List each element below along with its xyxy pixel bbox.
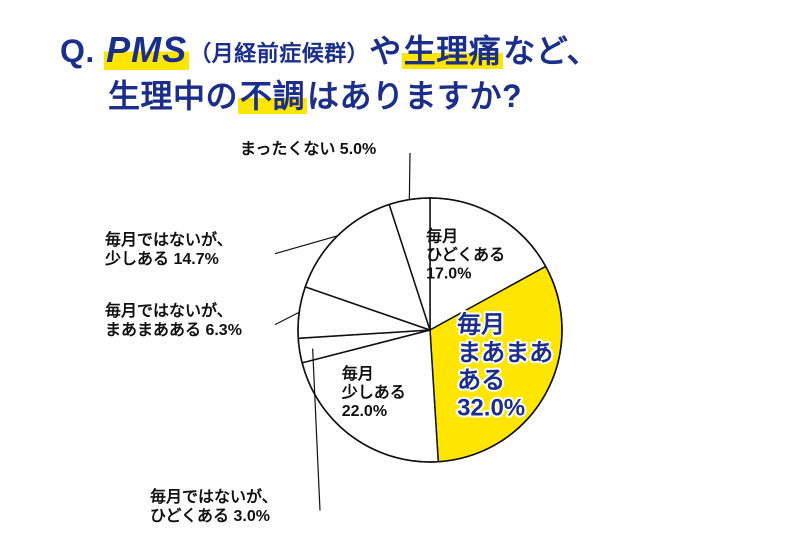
svg-text:少しある 14.7%: 少しある 14.7%: [104, 249, 219, 268]
highlight-fucho: 不調: [238, 78, 307, 114]
svg-text:32.0%: 32.0%: [457, 394, 525, 421]
svg-text:ひどくある: ひどくある: [426, 246, 505, 264]
svg-text:まあまあある 6.3%: まあまあある 6.3%: [105, 321, 242, 339]
paren-text: （月経前症候群）: [189, 41, 369, 66]
leader-line: [275, 312, 299, 324]
survey-question-title: Q. PMS（月経前症候群）や生理痛など、 生理中の不調はありますか?: [60, 26, 760, 118]
line2a: 生理中の: [60, 78, 238, 114]
pie-label-external: まったくない 5.0%: [240, 140, 376, 158]
svg-text:まったくない 5.0%: まったくない 5.0%: [240, 140, 376, 158]
svg-text:少しある: 少しある: [341, 383, 406, 402]
svg-text:まあまあ: まあまあ: [457, 339, 553, 366]
svg-text:毎月: 毎月: [342, 364, 374, 383]
svg-text:22.0%: 22.0%: [342, 403, 387, 420]
svg-text:ある: ある: [457, 367, 505, 394]
svg-text:毎月ではないが、: 毎月ではないが、: [105, 230, 233, 249]
q-prefix: Q.: [60, 33, 95, 69]
seg1a: や: [369, 33, 402, 69]
pie-chart: 毎月ひどくある17.0%毎月毎月まあまあまあまああるある32.0%32.0%毎月…: [0, 120, 800, 533]
pie-label-external: 毎月ではないが、まあまあある 6.3%: [105, 301, 242, 339]
highlight-pms: PMS: [104, 29, 189, 70]
leader-line: [409, 153, 410, 200]
pie-label-external: 毎月ではないが、ひどくある 3.0%: [150, 487, 278, 525]
highlight-seiri: 生理痛: [402, 33, 504, 69]
svg-text:毎月: 毎月: [426, 226, 458, 245]
seg1b: など、: [503, 33, 599, 69]
svg-text:ひどくある 3.0%: ひどくある 3.0%: [150, 507, 270, 525]
svg-text:17.0%: 17.0%: [426, 265, 471, 282]
svg-text:毎月: 毎月: [457, 312, 505, 339]
svg-text:毎月ではないが、: 毎月ではないが、: [150, 487, 278, 506]
line2b: はありますか?: [307, 78, 522, 114]
pie-label-external: 毎月ではないが、少しある 14.7%: [104, 230, 233, 268]
svg-text:毎月ではないが、: 毎月ではないが、: [105, 301, 233, 320]
